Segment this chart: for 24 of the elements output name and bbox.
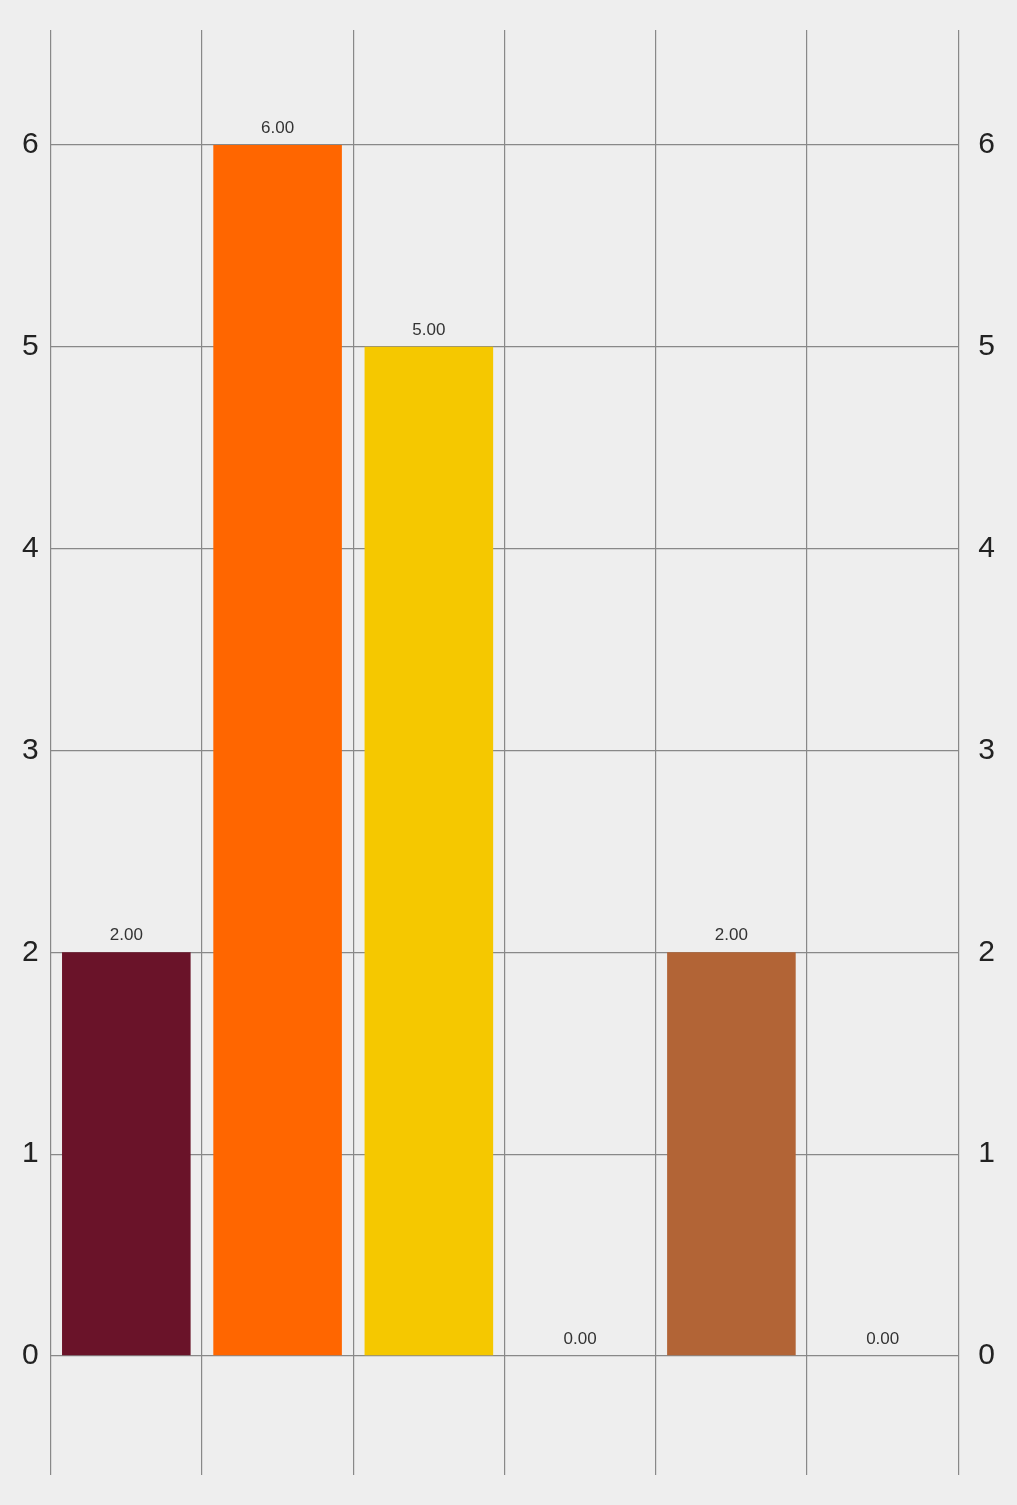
data-label: 2.00 bbox=[714, 925, 748, 945]
y-tick-label: 6 bbox=[22, 126, 39, 160]
y2-tick-label: 5 bbox=[978, 328, 995, 362]
data-label: 6.00 bbox=[261, 118, 295, 138]
y2-tick-label: 0 bbox=[978, 1337, 995, 1371]
data-label: 2.00 bbox=[109, 925, 143, 945]
y-tick-label: 4 bbox=[22, 529, 39, 563]
y-tick-label: 0 bbox=[22, 1337, 39, 1371]
data-label: 0.00 bbox=[866, 1329, 900, 1349]
bar bbox=[62, 952, 191, 1356]
y-tick-label: 1 bbox=[22, 1135, 39, 1169]
y-tick-label: 2 bbox=[22, 933, 39, 967]
y-tick-label: 3 bbox=[22, 731, 39, 765]
y2-tick-label: 3 bbox=[978, 731, 995, 765]
bar bbox=[364, 346, 494, 1356]
data-label: 0.00 bbox=[563, 1329, 597, 1349]
bar bbox=[213, 145, 342, 1356]
y2-tick-label: 6 bbox=[978, 126, 995, 160]
y-tick-label: 5 bbox=[22, 328, 39, 362]
y2-tick-label: 2 bbox=[978, 933, 995, 967]
data-label: 5.00 bbox=[412, 320, 446, 340]
bar bbox=[667, 952, 796, 1356]
y2-tick-label: 1 bbox=[978, 1135, 995, 1169]
y2-tick-label: 4 bbox=[978, 529, 995, 563]
